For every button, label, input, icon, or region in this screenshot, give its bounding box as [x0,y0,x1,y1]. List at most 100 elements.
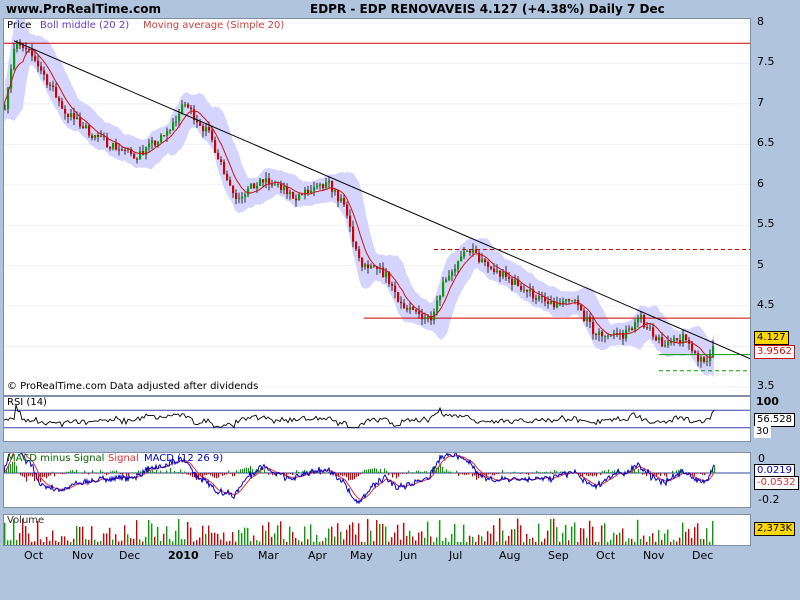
rsi-tick-100: 100 [756,395,779,408]
macd-histogram-bar [660,473,662,477]
volume-bar [139,539,141,545]
candle-body [370,265,373,269]
volume-chart [4,518,714,545]
candle-body [124,149,127,151]
macd-histogram-bar [294,472,296,473]
macd-histogram-bar [290,473,292,474]
volume-bar [373,541,375,545]
macd-histogram-bar [194,473,196,478]
volume-bar [379,523,381,545]
macd-histogram-bar [680,468,682,473]
x-tick-label: Nov [643,549,665,562]
candle-body [13,48,16,70]
candle-body [487,262,490,267]
macd-histogram-bar [264,469,266,473]
volume-bar [676,541,678,545]
candle-body [112,143,115,149]
candle-body [244,194,247,197]
macd-histogram-bar [206,473,208,476]
volume-bar [673,539,675,545]
candle-body [109,147,112,149]
macd-histogram-bar [492,473,494,476]
volume-bar [151,523,153,545]
volume-bar [388,541,390,545]
candle-body [385,271,388,278]
volume-bar [100,541,102,545]
candle-body [586,316,589,322]
macd-histogram-bar [292,473,294,476]
volume-bar [667,529,669,545]
volume-bar [397,524,399,545]
macd-histogram-bar [396,473,398,479]
macd-histogram-bar [464,473,466,476]
candle-body [694,351,697,354]
volume-bar [229,540,231,545]
x-tick-label: Jun [400,549,418,562]
macd-histogram-bar [74,471,76,473]
volume-bar [622,528,624,545]
volume-panel[interactable]: Volume [3,514,751,546]
candle-body [649,327,652,329]
macd-histogram-bar [18,472,20,474]
candle-body [7,88,10,109]
macd-histogram-bar [280,473,282,475]
volume-bar [559,541,561,545]
candle-body [301,194,304,196]
candle-body [436,300,439,312]
candle-body [490,266,493,269]
volume-bar [664,533,666,545]
macd-histogram-bar [78,472,80,473]
candle-body [643,314,646,328]
volume-bar [547,530,549,545]
macd-panel[interactable]: MACD minus Signal Signal MACD (12 26 9) [3,452,751,508]
macd-histogram-bar [456,470,458,473]
candle-body [580,305,583,311]
volume-bar [436,537,438,545]
candle-body [508,276,511,279]
candle-body [34,56,37,61]
macd-histogram-bar [64,473,66,474]
macd-histogram-bar [4,473,6,474]
candle-body [211,130,214,141]
macd-histogram-bar [696,473,698,474]
price-panel[interactable]: Price Boll middle (20 2) Moving average … [3,18,751,396]
candle-body [655,336,658,341]
macd-histogram-bar [702,473,704,475]
price-chart [4,19,750,388]
candle-body [403,303,406,309]
macd-histogram-bar [694,473,696,476]
volume-bar [142,541,144,545]
x-tick-label: Feb [214,549,234,562]
candle-body [73,113,76,120]
volume-bar [514,529,516,545]
volume-bar [658,530,660,545]
volume-bar [640,539,642,545]
volume-bar [301,541,303,545]
price-tick: 7.5 [757,55,775,69]
volume-bar [382,523,384,545]
candle-body [430,316,433,321]
site-name[interactable]: www.ProRealTime.com [6,2,161,16]
volume-bar [481,536,483,545]
candle-body [406,308,409,310]
macd-histogram-bar [6,468,8,473]
macd-histogram-bar [410,473,412,474]
volume-bar [628,538,630,545]
candle-body [235,193,238,199]
volume-bar [226,541,228,545]
candle-body [331,180,334,192]
macd-histogram-bar [186,473,188,475]
macd-histogram-bar [98,472,100,474]
candle-body [262,179,265,183]
macd-histogram-bar [458,473,460,477]
macd-histogram-bar [100,469,102,473]
macd-histogram-bar [164,472,166,473]
candle-body [22,45,25,48]
macd-histogram-bar [502,469,504,473]
rsi-panel[interactable]: RSI (14) [3,396,751,442]
candle-body [256,185,259,189]
candle-body [382,267,385,278]
macd-histogram-bar [126,473,128,477]
volume-bar [247,527,249,545]
candle-body [640,314,643,318]
